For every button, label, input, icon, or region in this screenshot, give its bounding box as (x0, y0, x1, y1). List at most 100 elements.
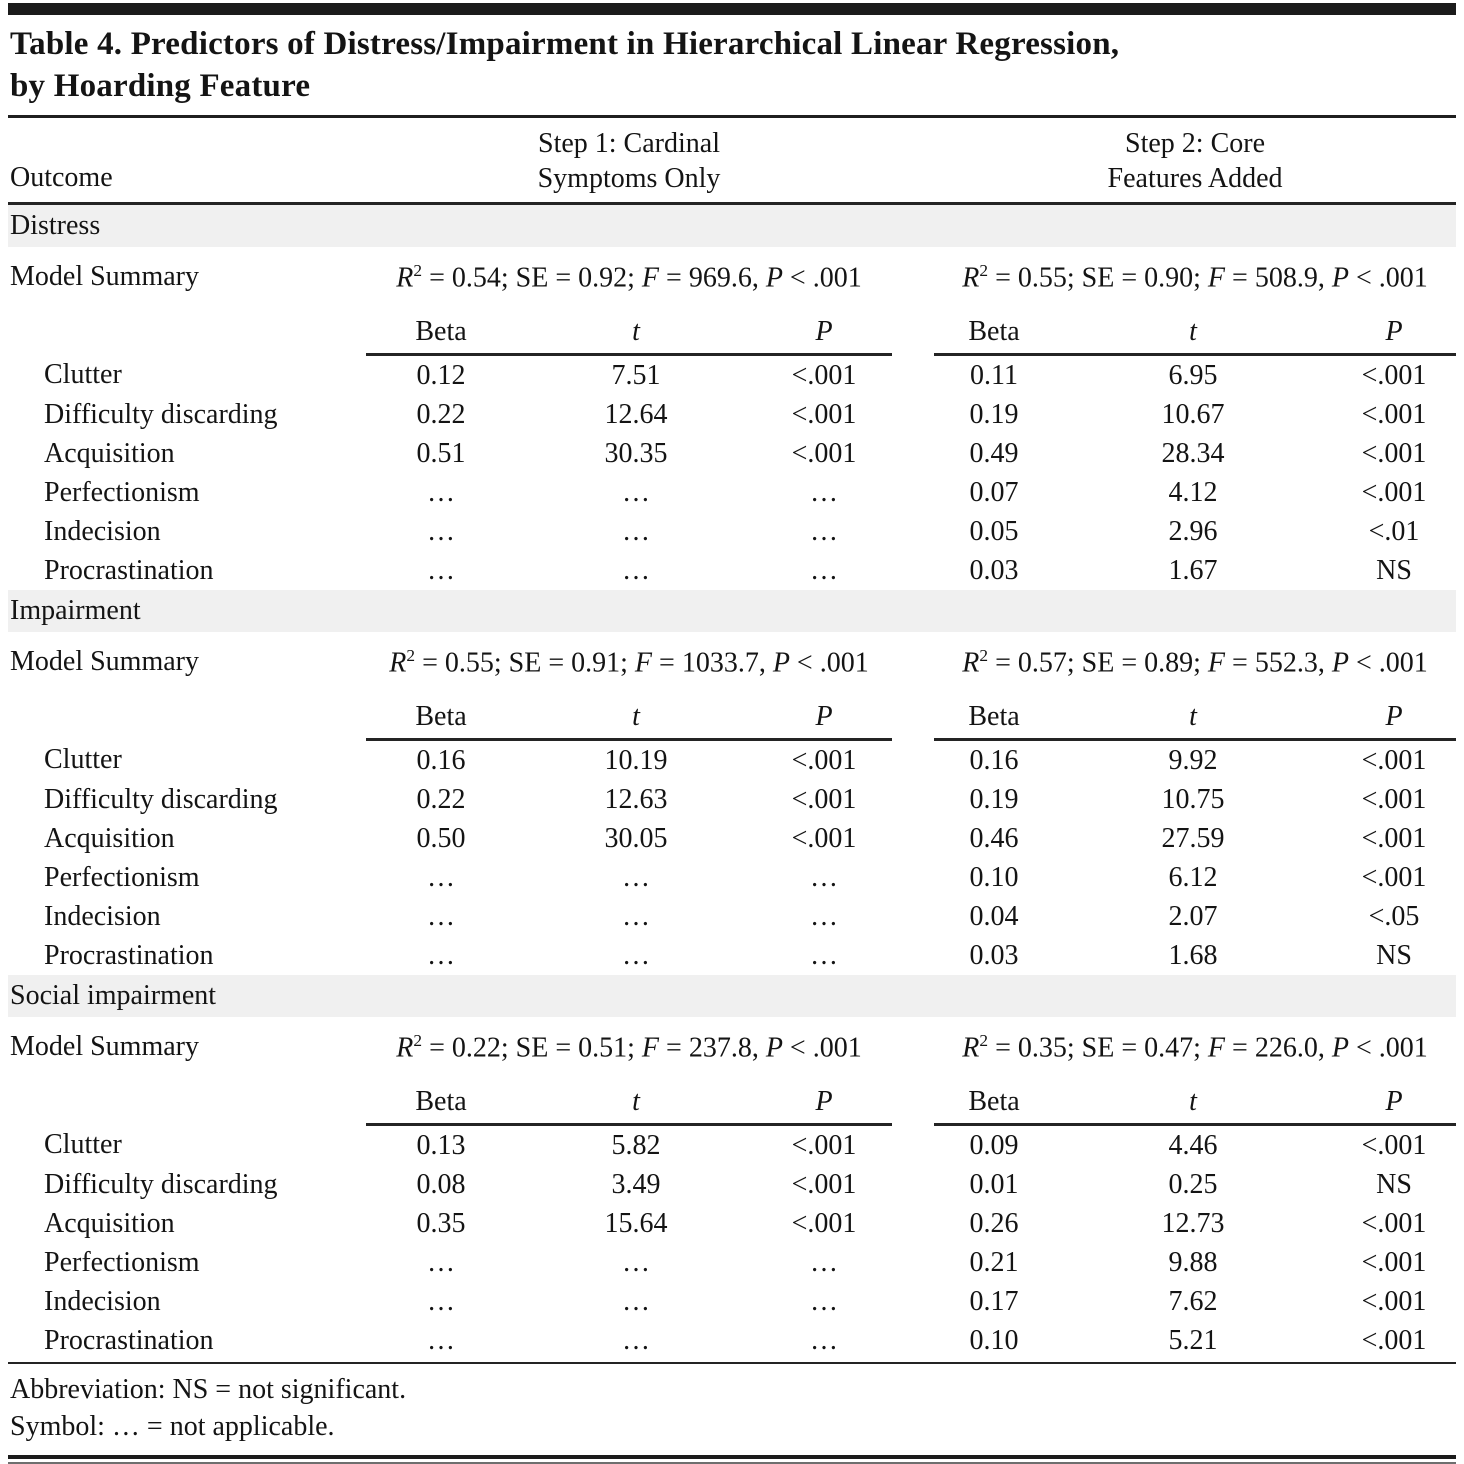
stat-se-label: SE (508, 647, 542, 679)
table-row: Difficulty discarding 0.22 12.63 <.001 0.19 1… (8, 780, 1456, 819)
beta-value: 0.11 (970, 359, 1018, 391)
f-value: 1033.7 (681, 647, 759, 679)
sub-header-row: Beta t P Beta t P (8, 1077, 1457, 1127)
beta-value: 0.09 (969, 1129, 1019, 1161)
p-value: … (810, 476, 838, 508)
p-value: <.001 (1361, 744, 1427, 776)
table-row: Indecision … … … 0.17 7.62 <.001 (8, 1282, 1456, 1321)
model-summary-step2-stats: R2 = 0.55; SE = 0.90; F = 508.9, P < .00… (962, 260, 1428, 294)
p-value: <.001 (791, 822, 857, 854)
t-value: 4.12 (1168, 476, 1218, 508)
spacer-cell (892, 1282, 934, 1321)
p-value: … (810, 1285, 838, 1317)
stat-f-label: F (1207, 262, 1226, 294)
spacer-cell (892, 395, 934, 434)
col-header-text: P (1385, 1086, 1403, 1118)
predictor-label: Clutter (44, 1129, 122, 1161)
f-value: 969.6 (688, 262, 752, 294)
t-value: … (622, 861, 650, 893)
t-value: 5.21 (1168, 1324, 1218, 1356)
p-value: <.001 (1361, 437, 1427, 469)
t-value: 3.49 (611, 1168, 661, 1200)
t-value: … (622, 554, 650, 586)
beta-value: … (427, 1246, 455, 1278)
t-value: 7.62 (1168, 1285, 1218, 1317)
table-row: Procrastination … … … 0.10 5.21 <.001 (8, 1321, 1456, 1360)
p-value: < .001 (789, 262, 862, 294)
spacer-cell (892, 897, 934, 936)
col-header-text: Beta (968, 316, 1020, 348)
stat-r-label: R (396, 262, 414, 294)
predictor-label: Indecision (44, 515, 161, 547)
col-header-t: t (516, 692, 756, 742)
model-summary-step1-stats: R2 = 0.22; SE = 0.51; F = 237.8, P < .00… (396, 1030, 862, 1064)
spacer-cell (892, 307, 934, 355)
predictor-label: Acquisition (44, 1207, 175, 1239)
beta-value: 0.19 (969, 783, 1019, 815)
t-value: 2.96 (1168, 515, 1218, 547)
beta-value: … (427, 515, 455, 547)
table-row: Clutter 0.16 10.19 <.001 0.16 9.92 <.001 (8, 740, 1456, 781)
beta-value: 0.07 (969, 476, 1019, 508)
r2-value: 0.55 (1017, 262, 1067, 294)
p-value: NS (1376, 1168, 1412, 1200)
sub-header-row: Beta t P Beta t P (8, 692, 1457, 742)
col-header-t: t (516, 1077, 756, 1127)
p-value: < .001 (1355, 262, 1428, 294)
beta-value: 0.49 (969, 437, 1019, 469)
p-value: … (810, 554, 838, 586)
t-value: … (622, 1324, 650, 1356)
t-value: … (622, 476, 650, 508)
beta-value: 0.17 (969, 1285, 1019, 1317)
beta-value: 0.03 (969, 939, 1019, 971)
stat-r-superscript: 2 (979, 645, 989, 665)
se-value: 0.92 (578, 262, 628, 294)
col-header-p: P (1332, 307, 1457, 357)
beta-value: 0.10 (969, 1324, 1019, 1356)
p-value: <.001 (1361, 1285, 1427, 1317)
spacer-cell (892, 1243, 934, 1282)
f-value: 508.9 (1254, 262, 1318, 294)
beta-value: … (427, 476, 455, 508)
p-value: <.001 (1361, 861, 1427, 893)
col-header-text: t (1189, 316, 1197, 348)
beta-value: … (427, 1324, 455, 1356)
col-header-text: Beta (415, 701, 467, 733)
col-header-text: P (815, 316, 833, 348)
table-row: Procrastination … … … 0.03 1.67 NS (8, 551, 1456, 590)
t-value: … (622, 900, 650, 932)
t-value: 6.95 (1168, 359, 1218, 391)
col-header-beta: Beta (366, 307, 516, 357)
col-header-t: t (516, 307, 756, 357)
f-value: 226.0 (1254, 1032, 1318, 1064)
sub-header-row: Beta t P Beta t P (8, 307, 1457, 357)
section-row: Distress (8, 203, 1457, 248)
model-summary-step1-stats: R2 = 0.55; SE = 0.91; F = 1033.7, P < .0… (389, 645, 869, 679)
p-value: <.001 (1361, 1129, 1427, 1161)
beta-value: 0.16 (416, 744, 466, 776)
se-value: 0.90 (1144, 262, 1194, 294)
spacer-cell (892, 780, 934, 819)
section-row: Impairment (8, 590, 1457, 633)
beta-value: 0.08 (416, 1168, 466, 1200)
col-header-p: P (756, 692, 892, 742)
stat-f-label: F (634, 647, 653, 679)
col-header-text: t (632, 701, 640, 733)
spacer-cell (892, 936, 934, 975)
p-value: … (810, 861, 838, 893)
beta-value: 0.22 (416, 783, 466, 815)
table-row: Clutter 0.12 7.51 <.001 0.11 6.95 <.001 (8, 355, 1456, 396)
stat-se-label: SE (1081, 262, 1115, 294)
se-value: 0.51 (578, 1032, 628, 1064)
t-value: 9.92 (1168, 744, 1218, 776)
beta-value: 0.21 (969, 1246, 1019, 1278)
table-row: Perfectionism … … … 0.10 6.12 <.001 (8, 858, 1456, 897)
model-summary-row: Model Summary R2 = 0.54; SE = 0.92; F = 9… (8, 247, 1456, 307)
beta-value: … (427, 939, 455, 971)
spacer-cell (892, 551, 934, 590)
se-value: 0.89 (1144, 647, 1194, 679)
table-row: Acquisition 0.50 30.05 <.001 0.46 27.59 <.001 (8, 819, 1456, 858)
spacer-cell (892, 1077, 934, 1125)
top-rule-bar (8, 3, 1456, 15)
table-row: Acquisition 0.51 30.35 <.001 0.49 28.34 <.001 (8, 434, 1456, 473)
